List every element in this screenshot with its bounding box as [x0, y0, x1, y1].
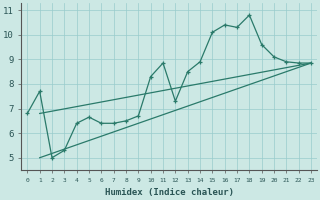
X-axis label: Humidex (Indice chaleur): Humidex (Indice chaleur) [105, 188, 234, 197]
